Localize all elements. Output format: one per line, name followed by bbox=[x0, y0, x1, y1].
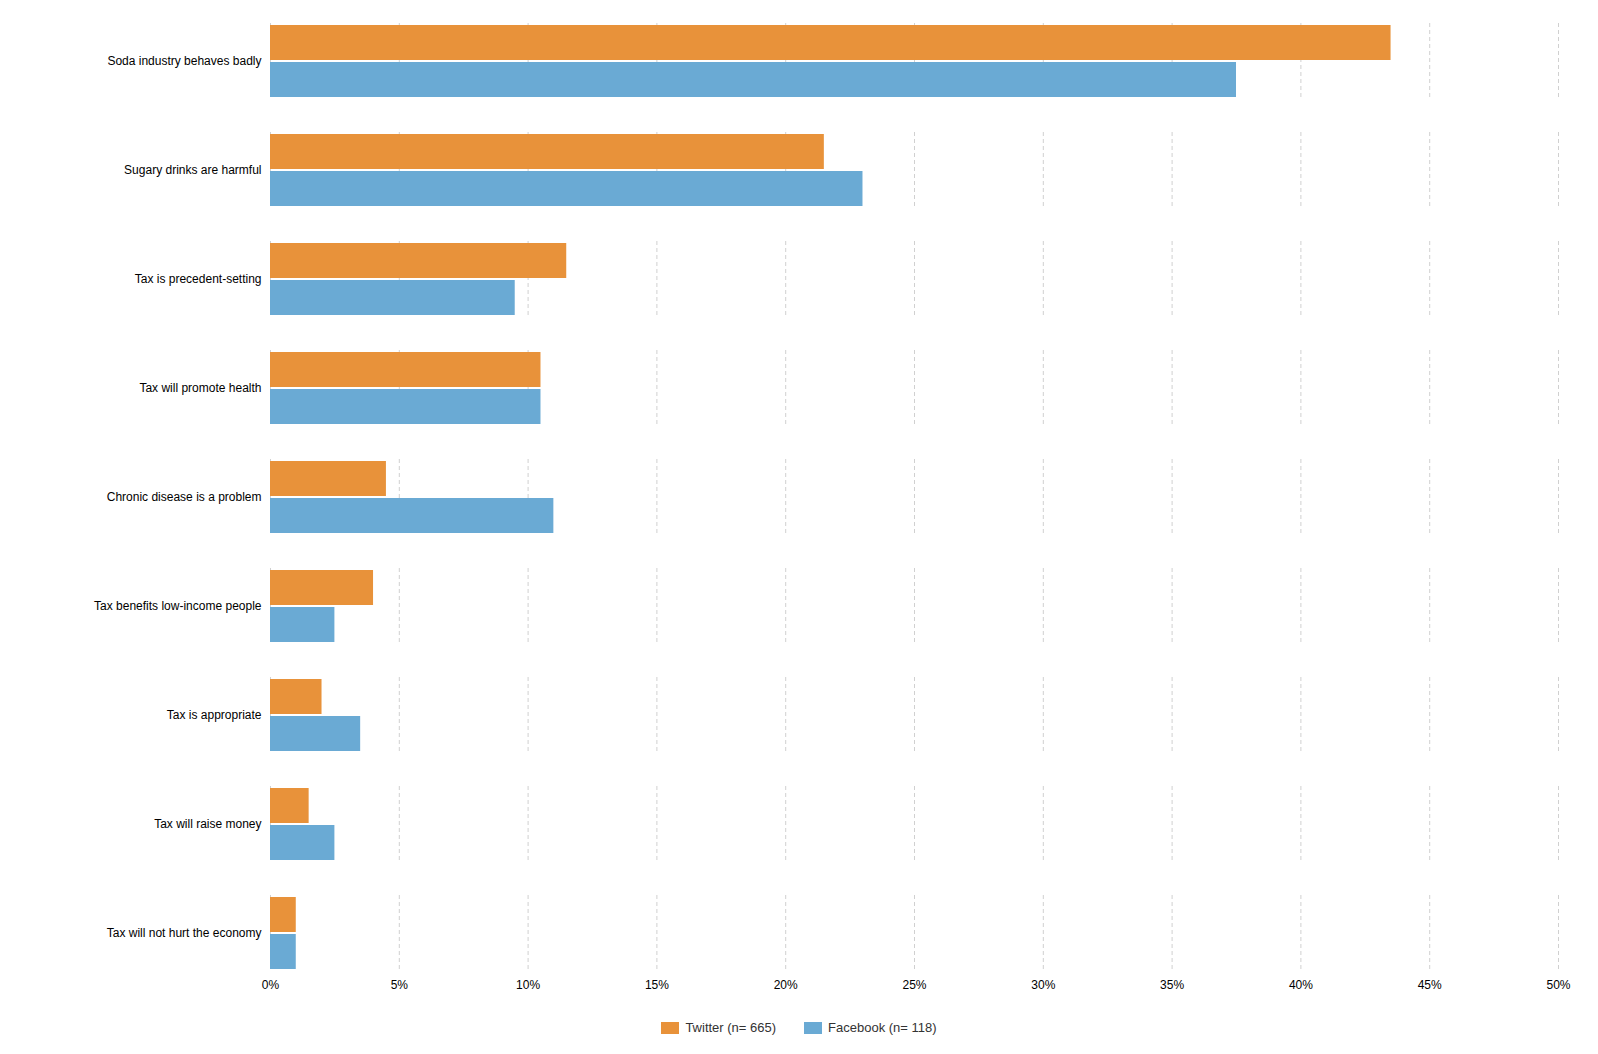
html-text:Twitter (n= 665): Twitter (n= 665) bbox=[685, 1020, 777, 1035]
svg-text:Sugary drinks are harmful: Sugary drinks are harmful bbox=[124, 163, 261, 177]
svg-text:0%: 0% bbox=[262, 978, 280, 992]
svg-text:15%: 15% bbox=[645, 978, 669, 992]
svg-text:Tax is precedent-setting: Tax is precedent-setting bbox=[135, 272, 262, 286]
svg-text:Tax is appropriate: Tax is appropriate bbox=[167, 708, 262, 722]
svg-text:40%: 40% bbox=[1289, 978, 1313, 992]
svg-text:Tax will raise money: Tax will raise money bbox=[154, 817, 261, 831]
svg-text:Tax will promote health: Tax will promote health bbox=[139, 381, 261, 395]
svg-text:Tax benefits low-income people: Tax benefits low-income people bbox=[94, 599, 262, 613]
svg-text:5%: 5% bbox=[391, 978, 409, 992]
svg-text:Tax will not hurt the economy: Tax will not hurt the economy bbox=[107, 926, 262, 940]
svg-text:10%: 10% bbox=[516, 978, 540, 992]
svg-text:20%: 20% bbox=[774, 978, 798, 992]
svg-text:Soda industry behaves badly: Soda industry behaves badly bbox=[107, 54, 261, 68]
svg-text:50%: 50% bbox=[1546, 978, 1570, 992]
html-text:Facebook (n= 118): Facebook (n= 118) bbox=[828, 1020, 937, 1035]
svg-text:35%: 35% bbox=[1160, 978, 1184, 992]
svg-text:45%: 45% bbox=[1418, 978, 1442, 992]
svg-text:Chronic disease is a problem: Chronic disease is a problem bbox=[107, 490, 262, 504]
svg-text:25%: 25% bbox=[902, 978, 926, 992]
svg-text:30%: 30% bbox=[1031, 978, 1055, 992]
